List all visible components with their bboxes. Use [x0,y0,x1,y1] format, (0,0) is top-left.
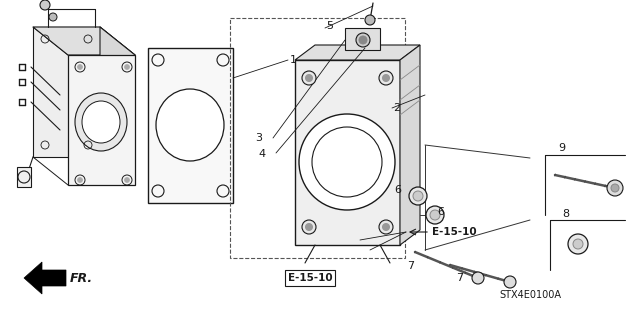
Circle shape [40,0,50,10]
Polygon shape [24,262,66,294]
Circle shape [383,224,390,231]
Circle shape [379,220,393,234]
Text: E-15-10: E-15-10 [288,273,332,283]
Circle shape [383,75,390,81]
Text: 3: 3 [255,133,262,143]
Text: FR.: FR. [70,272,93,286]
Circle shape [299,114,395,210]
Polygon shape [295,60,400,245]
Polygon shape [33,27,135,55]
Circle shape [413,191,423,201]
Text: 1: 1 [290,55,297,65]
Text: 5: 5 [326,21,333,31]
Circle shape [409,187,427,205]
Bar [345,28,380,50]
Circle shape [379,71,393,85]
Circle shape [305,224,312,231]
Ellipse shape [82,101,120,143]
Bar [17,167,31,187]
Polygon shape [100,27,135,185]
Circle shape [573,239,583,249]
Text: E-15-10: E-15-10 [432,227,477,237]
Circle shape [305,75,312,81]
Text: 8: 8 [562,209,569,219]
Circle shape [77,64,83,70]
Circle shape [125,177,129,182]
Polygon shape [68,55,135,185]
Polygon shape [33,27,100,157]
Circle shape [302,71,316,85]
Text: 7: 7 [407,261,414,271]
Text: 6: 6 [437,207,444,217]
Circle shape [359,36,367,44]
Circle shape [568,234,588,254]
Ellipse shape [75,93,127,151]
Circle shape [77,177,83,182]
Circle shape [504,276,516,288]
Circle shape [125,64,129,70]
Circle shape [607,180,623,196]
Circle shape [49,13,57,21]
Circle shape [302,220,316,234]
Circle shape [356,33,370,47]
Text: 6: 6 [394,185,401,195]
Text: 7: 7 [456,273,463,283]
Circle shape [365,15,375,25]
Text: STX4E0100A: STX4E0100A [499,290,561,300]
Bar [230,18,405,258]
Circle shape [611,184,619,192]
Circle shape [430,210,440,220]
Circle shape [472,272,484,284]
Text: 2: 2 [393,103,400,113]
Text: 9: 9 [558,143,565,153]
Circle shape [426,206,444,224]
Polygon shape [295,45,420,60]
Polygon shape [400,45,420,245]
Ellipse shape [156,89,224,161]
Bar [148,48,233,203]
Text: 4: 4 [258,149,265,159]
